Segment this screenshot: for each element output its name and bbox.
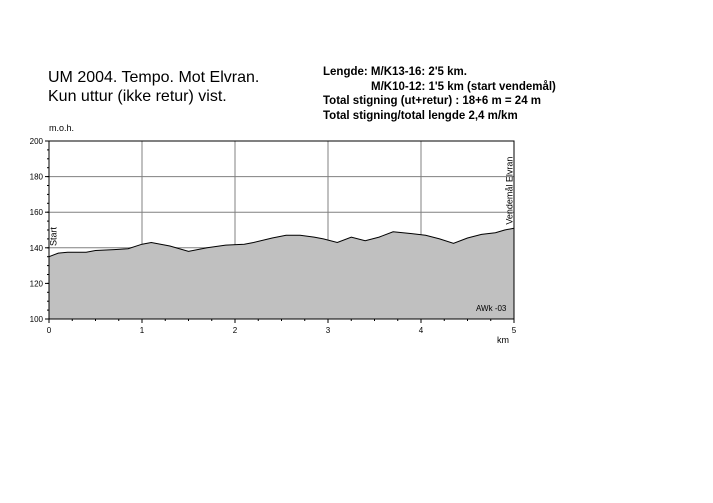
route-info: Lengde: M/K13-16: 2'5 km. M/K10-12: 1'5 … — [323, 65, 556, 123]
y-tick-label: 180 — [30, 173, 44, 182]
info-line-climb-ratio: Total stigning/total lengde 2,4 m/km — [323, 109, 518, 122]
x-tick-label: 3 — [326, 326, 331, 335]
info-line-total-climb: Total stigning (ut+retur) : 18+6 m = 24 … — [323, 95, 542, 107]
y-tick-label: 120 — [30, 279, 44, 288]
info-line-length: Lengde: M/K13-16: 2'5 km. — [323, 66, 467, 78]
chart-title: UM 2004. Tempo. Mot Elvran. Kun uttur (i… — [48, 68, 259, 106]
title-line-2: Kun uttur (ikke retur) vist. — [48, 88, 227, 105]
annotation-label: Start — [49, 227, 59, 247]
x-tick-label: 2 — [233, 326, 238, 335]
annotation-label: Vendemål Elvran — [504, 157, 514, 225]
x-tick-label: 4 — [419, 326, 424, 335]
elevation-line — [48, 227, 515, 258]
x-tick-label: 1 — [140, 326, 145, 335]
info-line-length-junior: M/K10-12: 1'5 km (start vendemål) — [371, 80, 556, 93]
y-tick-label: 160 — [30, 208, 44, 217]
credit-label: AWk -03 — [476, 304, 507, 313]
elevation-area — [49, 228, 514, 319]
x-tick-label: 0 — [47, 326, 52, 335]
y-axis-label: m.o.h. — [49, 123, 74, 133]
title-line-1: UM 2004. Tempo. Mot Elvran. — [48, 69, 260, 86]
y-tick-label: 140 — [30, 244, 44, 253]
y-tick-label: 100 — [30, 315, 44, 324]
y-tick-label: 200 — [30, 137, 44, 146]
x-axis-label: km — [497, 335, 509, 345]
x-tick-label: 5 — [512, 326, 517, 335]
